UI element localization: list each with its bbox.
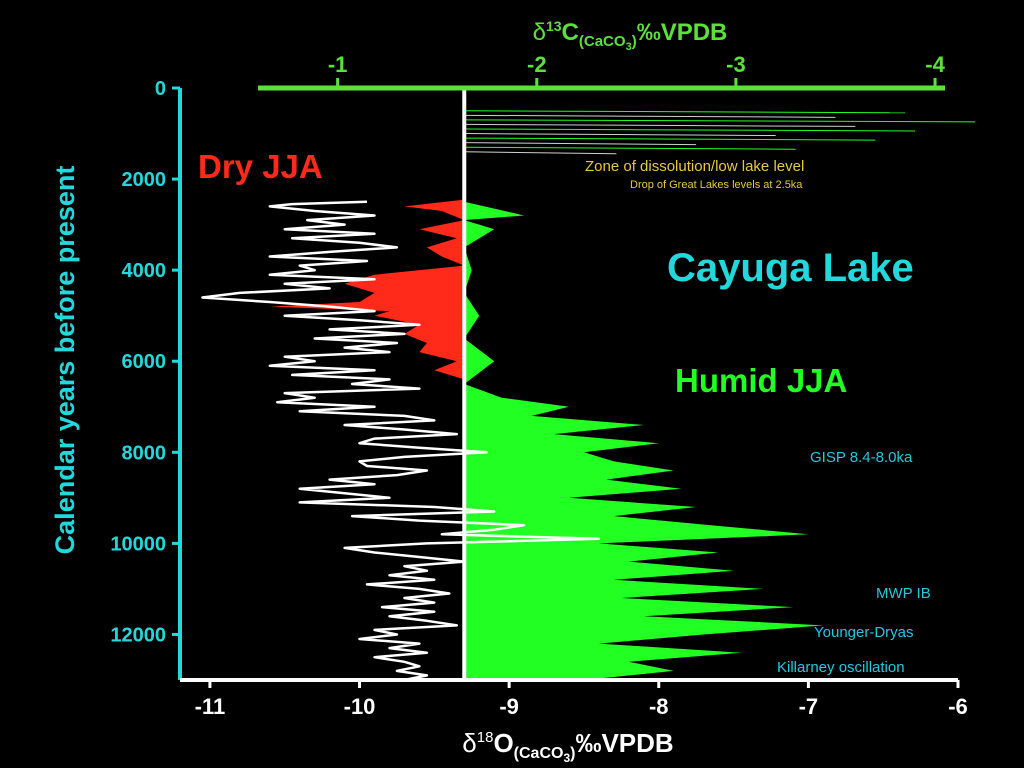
x-top-tick-label: -4 bbox=[925, 52, 945, 77]
x-bottom-label-sup: 18 bbox=[477, 729, 494, 746]
y-axis-label: Calendar years before present bbox=[50, 166, 80, 555]
x-top-tick-label: -1 bbox=[328, 52, 348, 77]
x-bottom-label-sub2: 3 bbox=[563, 751, 570, 765]
chart-title: Cayuga Lake bbox=[667, 246, 914, 290]
humid-fill-area bbox=[464, 201, 824, 681]
x-bottom-tick-label: -9 bbox=[499, 694, 519, 719]
x-bottom-label-unit: ‰VPDB bbox=[575, 728, 673, 758]
x-bottom-tick-label: -6 bbox=[948, 694, 968, 719]
zone-subannotation: Drop of Great Lakes levels at 2.5ka bbox=[630, 179, 803, 191]
dry-fill-group bbox=[269, 199, 465, 380]
humid-label: Humid JJA bbox=[675, 362, 847, 399]
x-top-axis-label: δ13C(CaCO3)‰VPDB bbox=[533, 18, 728, 53]
humid-fill-group bbox=[464, 201, 824, 681]
y-tick-label: 4000 bbox=[122, 260, 167, 282]
zone-annotation: Zone of dissolution/low lake level bbox=[585, 158, 804, 175]
mwp-annotation: MWP IB bbox=[876, 585, 931, 602]
x-top-label-main: C bbox=[562, 19, 579, 46]
upper-trace-line bbox=[464, 133, 776, 137]
x-top-label-sup: 13 bbox=[546, 18, 562, 34]
y-tick-label: 8000 bbox=[122, 442, 167, 464]
x-bottom-label-sub-end: ) bbox=[570, 745, 575, 762]
x-bottom-label-sub: (CaCO bbox=[514, 745, 564, 762]
upper-trace-line bbox=[464, 114, 836, 118]
younger-dryas-annotation: Younger-Dryas bbox=[814, 624, 914, 641]
y-tick-label: 10000 bbox=[110, 533, 166, 555]
upper-trace-line bbox=[464, 151, 617, 155]
x-bottom-tick-label: -11 bbox=[195, 694, 226, 719]
upper-trace-line bbox=[464, 137, 876, 141]
upper-trace-line bbox=[464, 146, 796, 150]
x-bottom-tick-label: -8 bbox=[649, 694, 669, 719]
killarney-annotation: Killarney oscillation bbox=[777, 659, 905, 676]
x-bottom-tick-label: -7 bbox=[799, 694, 819, 719]
o18-series-line bbox=[201, 200, 601, 682]
upper-trace-line bbox=[464, 142, 697, 146]
x-top-label-unit: ‰VPDB bbox=[637, 19, 728, 46]
x-bottom-label-main: O bbox=[493, 728, 513, 758]
axes-group: 0 2000 4000 6000 8000 10000 12000 -11 -10 -9 -8 -7 -… bbox=[110, 52, 967, 719]
dry-label: Dry JJA bbox=[198, 148, 323, 185]
upper-trace-line bbox=[464, 119, 975, 123]
x-top-label-sub-end: ) bbox=[632, 33, 637, 50]
dry-fill-area bbox=[269, 199, 465, 380]
upper-trace-line bbox=[464, 110, 906, 114]
upper-traces bbox=[464, 110, 975, 155]
x-bottom-axis-label: δ18O(CaCO3)‰VPDB bbox=[462, 728, 673, 765]
x-top-label-delta: δ bbox=[533, 19, 546, 46]
y-tick-label: 2000 bbox=[122, 169, 167, 191]
upper-trace-line bbox=[464, 123, 856, 127]
o18-line-group bbox=[201, 200, 601, 682]
gisp-annotation: GISP 8.4-8.0ka bbox=[810, 449, 913, 466]
upper-trace-line bbox=[464, 128, 916, 132]
y-tick-label: 12000 bbox=[110, 624, 166, 646]
x-bottom-label-delta: δ bbox=[462, 728, 476, 758]
y-tick-label: 0 bbox=[155, 78, 166, 100]
x-top-label-sub: (CaCO bbox=[579, 33, 626, 50]
x-bottom-tick-label: -10 bbox=[344, 694, 376, 719]
y-tick-label: 6000 bbox=[122, 351, 167, 373]
x-top-label-sub2: 3 bbox=[626, 41, 632, 53]
x-top-tick-label: -2 bbox=[527, 52, 547, 77]
x-top-tick-label: -3 bbox=[726, 52, 746, 77]
